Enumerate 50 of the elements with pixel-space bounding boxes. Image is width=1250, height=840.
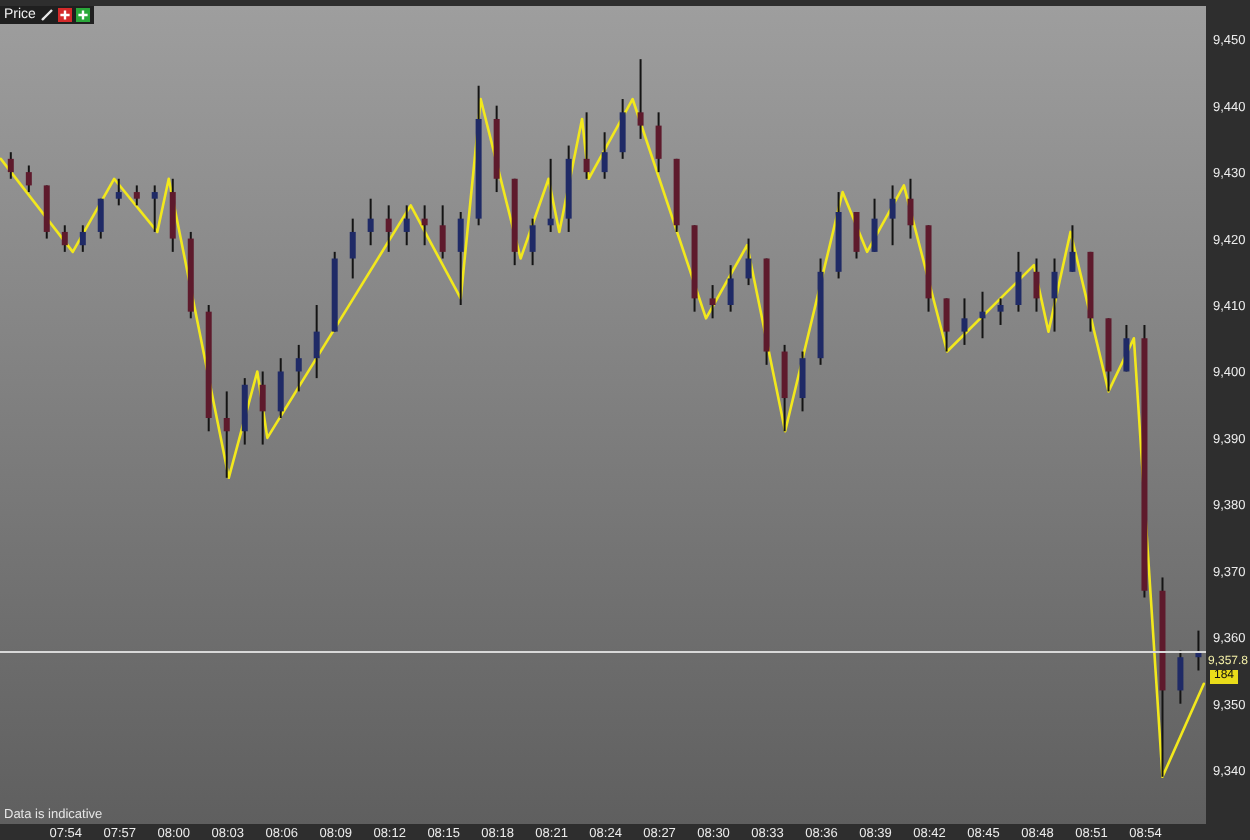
candlestick: [907, 177, 914, 240]
candlestick: [619, 98, 626, 160]
candlestick: [637, 58, 644, 140]
candlestick: [349, 217, 356, 280]
candlestick: [583, 111, 590, 180]
candlestick: [295, 343, 302, 393]
candlestick: [961, 297, 968, 346]
candlestick: [259, 370, 266, 446]
candlestick: [43, 184, 50, 240]
candlestick: [7, 151, 14, 180]
candlestick: [709, 284, 716, 320]
candlestick: [943, 297, 950, 353]
candlestick: [367, 197, 374, 247]
candlestick: [601, 131, 608, 180]
candlestick: [745, 237, 752, 287]
candlestick: [277, 357, 284, 419]
candlestick: [61, 224, 68, 253]
candlestick: [133, 184, 140, 207]
candlestick: [97, 197, 104, 240]
candlestick: [655, 111, 662, 174]
candlestick: [115, 177, 122, 207]
candlestick: [529, 217, 536, 267]
candlestick: [979, 290, 986, 340]
candlestick: [781, 343, 788, 433]
candlestick: [1177, 649, 1184, 705]
candlestick: [889, 184, 896, 247]
candlestick: [421, 204, 428, 247]
candlestick: [799, 350, 806, 413]
candlestick: [547, 157, 554, 233]
candlestick: [79, 224, 86, 253]
candlestick: [439, 204, 446, 260]
candlestick: [457, 211, 464, 307]
candlestick: [871, 197, 878, 253]
candlestick: [169, 177, 176, 253]
candlestick: [313, 304, 320, 380]
candlestick: [1051, 257, 1058, 333]
candlestick: [25, 164, 32, 194]
candlestick: [1123, 323, 1130, 373]
candlestick: [223, 390, 230, 479]
candlestick: [853, 211, 860, 260]
candlestick: [385, 204, 392, 253]
candlestick: [997, 297, 1004, 326]
candlestick: [727, 264, 734, 313]
candlestick: [151, 184, 158, 233]
candlestick: [403, 204, 410, 247]
candlestick: [1069, 224, 1076, 273]
line-series: [0, 97, 1206, 779]
candlestick: [241, 377, 248, 446]
candlestick: [1015, 250, 1022, 313]
candlestick: [1033, 257, 1040, 313]
